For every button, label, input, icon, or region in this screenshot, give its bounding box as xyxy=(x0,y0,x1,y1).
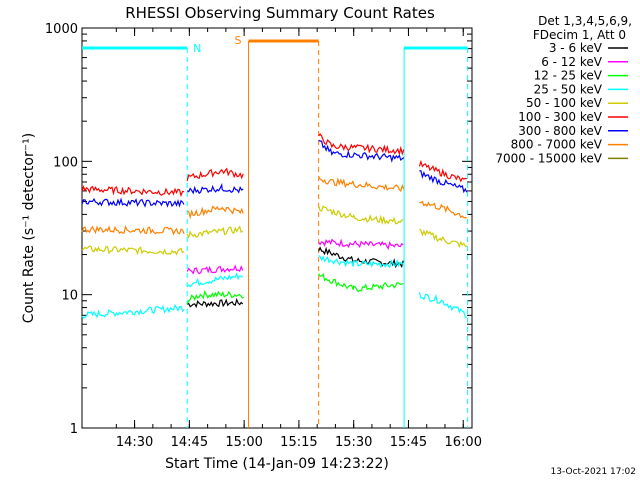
x-tick-label: 15:15 xyxy=(280,435,317,450)
y-tick-label: 1000 xyxy=(45,22,78,37)
x-axis-label: Start Time (14-Jan-09 14:23:22) xyxy=(165,456,389,472)
y-tick-label: 1 xyxy=(70,422,78,437)
legend-label: 12 - 25 keV xyxy=(534,69,603,83)
series-line xyxy=(186,225,244,239)
series-line xyxy=(186,272,244,288)
series-line xyxy=(187,297,244,309)
saa-label: S xyxy=(235,34,242,47)
series-line xyxy=(81,245,185,256)
y-axis-label: Count Rate (s⁻¹ detector⁻¹) xyxy=(21,133,37,323)
timestamp: 13-Oct-2021 17:02 xyxy=(551,467,636,477)
series-line xyxy=(418,159,467,183)
series-line xyxy=(318,273,404,293)
legend-label: 25 - 50 keV xyxy=(534,82,603,96)
legend-header-line1: Det 1,3,4,5,6,9, xyxy=(538,14,632,28)
y-tick-label: 100 xyxy=(53,155,78,170)
series-line xyxy=(186,182,244,195)
series-line xyxy=(418,292,467,318)
legend-header-line2: FDecim 1, Att 0 xyxy=(533,28,626,42)
series-line xyxy=(419,200,467,219)
chart-title: RHESSI Observing Summary Count Rates xyxy=(125,4,435,22)
series-line xyxy=(187,205,244,220)
legend-label: 6 - 12 keV xyxy=(541,55,603,69)
series-line xyxy=(81,197,185,208)
x-tick-label: 15:30 xyxy=(335,435,372,450)
series-line xyxy=(81,185,185,198)
night-label: N xyxy=(193,42,201,55)
legend-label: 7000 - 15000 keV xyxy=(495,151,602,165)
series-line xyxy=(419,228,468,249)
legend-label: 3 - 6 keV xyxy=(549,41,603,55)
x-tick-label: 14:45 xyxy=(171,435,208,450)
orbit-regions: NS xyxy=(82,34,469,428)
series-line xyxy=(318,133,405,156)
legend-label: 800 - 7000 keV xyxy=(511,138,603,152)
series-line xyxy=(318,176,405,193)
series-line xyxy=(318,255,404,269)
axes-ticks xyxy=(82,28,472,429)
y-tick-label: 10 xyxy=(61,289,78,304)
series-line xyxy=(81,303,185,319)
series-line xyxy=(419,169,468,194)
plot-frame xyxy=(81,27,473,429)
legend-label: 100 - 300 keV xyxy=(518,110,602,124)
x-tick-label: 15:00 xyxy=(225,435,262,450)
tick-labels: 14:30 14:45 15:00 15:15 15:30 15:45 16:00 1 10 10… xyxy=(45,22,482,450)
x-tick-label: 16:00 xyxy=(445,435,482,450)
series-line xyxy=(81,225,185,236)
series-line xyxy=(318,238,404,251)
series-line xyxy=(186,289,244,305)
series-lines xyxy=(81,133,468,319)
series-line xyxy=(318,246,404,269)
series-line xyxy=(318,139,405,163)
legend-label: 50 - 100 keV xyxy=(526,96,603,110)
x-tick-label: 15:45 xyxy=(390,435,427,450)
x-tick-label: 14:30 xyxy=(116,435,153,450)
legend-label: 300 - 800 keV xyxy=(518,124,602,138)
series-line xyxy=(186,167,244,182)
series-line xyxy=(186,264,244,275)
series-line xyxy=(318,205,404,226)
